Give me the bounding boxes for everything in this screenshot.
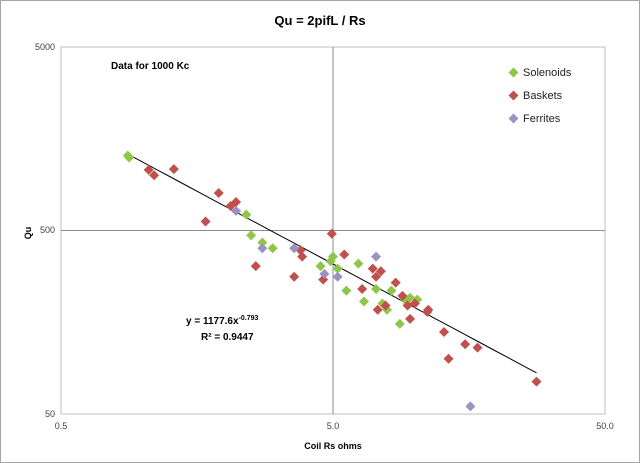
data-points-layer — [122, 150, 542, 412]
data-point-ferrites — [257, 243, 268, 254]
data-point-solenoids — [315, 261, 326, 272]
data-point-ferrites — [319, 268, 330, 279]
data-point-solenoids — [267, 243, 278, 254]
x-axis-label: Coil Rs ohms — [304, 441, 362, 451]
legend-item-ferrites: Ferrites — [508, 113, 561, 125]
data-point-ferrites — [231, 205, 242, 216]
legend-marker-baskets — [508, 90, 519, 101]
data-point-baskets — [357, 283, 368, 294]
trendline-equation-base: y = 1177.6x — [186, 316, 239, 327]
y-tick-label-5000: 5000 — [35, 42, 55, 52]
data-point-solenoids — [394, 318, 405, 329]
data-point-solenoids — [353, 258, 364, 269]
data-point-solenoids — [257, 237, 268, 248]
data-point-solenoids — [371, 283, 382, 294]
data-point-baskets — [409, 298, 420, 309]
trendline-equation: y = 1177.6x-0.793 — [186, 315, 259, 327]
legend-label-baskets: Baskets — [523, 90, 563, 102]
legend-label-ferrites: Ferrites — [523, 113, 561, 125]
data-point-baskets — [375, 266, 386, 277]
data-point-solenoids — [241, 209, 252, 220]
data-point-solenoids — [328, 251, 338, 262]
data-point-baskets — [143, 164, 154, 175]
data-point-baskets — [423, 304, 434, 315]
data-point-solenoids — [358, 296, 369, 307]
data-point-baskets — [443, 353, 454, 364]
legend: Solenoids Baskets Ferrites — [508, 67, 572, 125]
data-point-baskets — [168, 164, 179, 175]
x-tick-label-5: 5.0 — [327, 421, 340, 431]
data-point-ferrites — [371, 251, 382, 262]
data-point-baskets — [200, 216, 211, 227]
data-point-baskets — [439, 326, 450, 337]
data-point-baskets — [397, 290, 408, 301]
data-point-baskets — [460, 339, 471, 350]
data-point-solenoids — [341, 285, 352, 296]
data-point-baskets — [213, 188, 224, 199]
chart-title: Qu = 2pifL / Rs — [274, 13, 365, 28]
x-tick-label-0-5: 0.5 — [55, 421, 68, 431]
data-point-ferrites — [332, 271, 343, 282]
legend-item-baskets: Baskets — [508, 90, 563, 102]
data-point-baskets — [149, 170, 160, 181]
data-point-baskets — [380, 300, 391, 311]
trendline-equation-exponent: -0.793 — [239, 315, 259, 322]
data-point-baskets — [390, 277, 401, 288]
data-note: Data for 1000 Kc — [111, 61, 190, 72]
data-point-ferrites — [289, 243, 300, 254]
data-point-baskets — [250, 261, 261, 272]
trendline-r-squared: R² = 0.9447 — [201, 332, 254, 343]
data-point-solenoids — [332, 263, 343, 274]
data-point-solenoids — [246, 230, 257, 241]
data-point-baskets — [405, 313, 416, 324]
y-tick-label-500: 500 — [40, 225, 55, 235]
y-axis-label: Qu — [23, 227, 33, 240]
legend-marker-solenoids — [508, 67, 519, 78]
data-point-baskets — [326, 228, 337, 239]
data-point-solenoids — [124, 152, 135, 163]
data-point-baskets — [372, 304, 383, 315]
data-point-baskets — [367, 263, 378, 274]
data-point-solenoids — [405, 292, 416, 303]
legend-item-solenoids: Solenoids — [508, 67, 572, 79]
data-point-ferrites — [465, 401, 476, 412]
data-point-baskets — [339, 249, 350, 260]
y-tick-label-50: 50 — [45, 409, 55, 419]
data-point-solenoids — [386, 285, 397, 296]
data-point-baskets — [531, 376, 542, 387]
data-point-baskets — [472, 342, 483, 353]
data-point-baskets — [402, 300, 413, 311]
x-tick-label-50: 50.0 — [596, 421, 614, 431]
legend-label-solenoids: Solenoids — [523, 67, 572, 79]
legend-marker-ferrites — [508, 113, 519, 124]
data-point-baskets — [371, 271, 382, 282]
data-point-baskets — [289, 271, 300, 282]
data-point-baskets — [231, 196, 242, 207]
